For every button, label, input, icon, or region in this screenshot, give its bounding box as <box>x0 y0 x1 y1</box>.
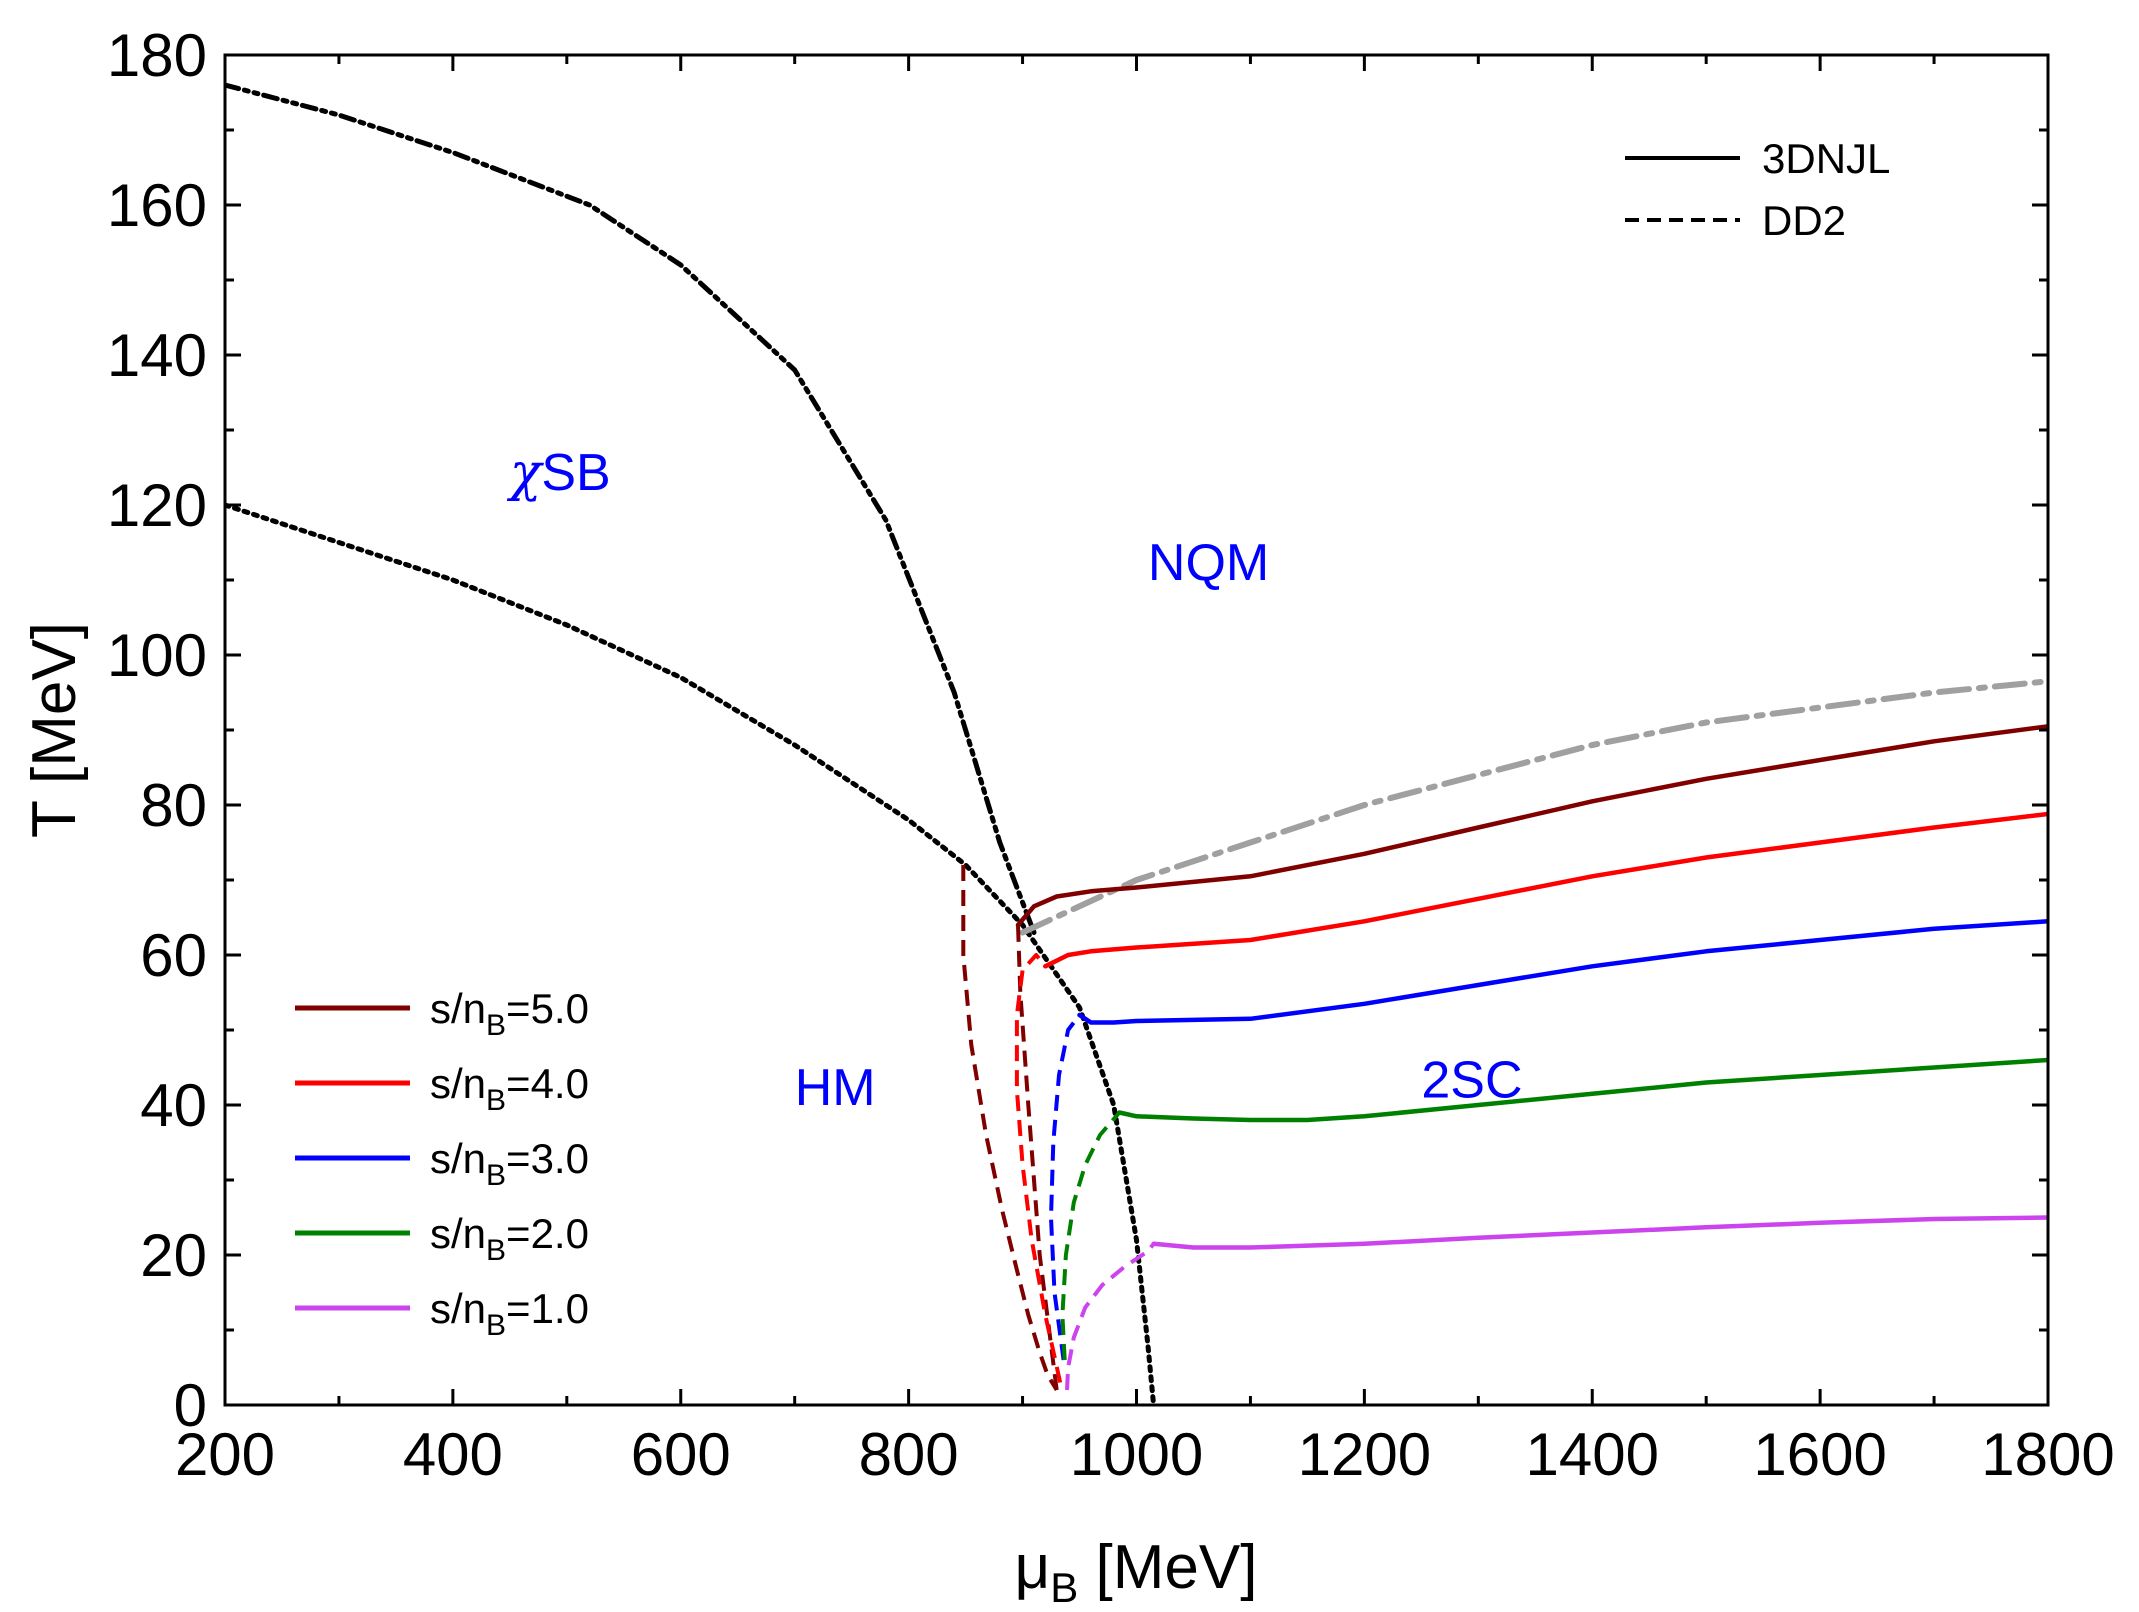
region-label-chisb: χSB <box>506 443 611 503</box>
x-tick-label: 1000 <box>1070 1421 1203 1488</box>
boundary-2sc-boundary <box>1019 678 2048 936</box>
series-s-nb-1-0-dd2-segment-0 <box>1065 1242 1156 1391</box>
region-text: 2SC <box>1421 1052 1522 1110</box>
data-curves <box>225 82 2048 1405</box>
axis-ticks <box>223 53 2050 1407</box>
y-tick-label: 140 <box>107 322 207 389</box>
y-tick-label: 0 <box>174 1372 207 1439</box>
series-legend-label-0: s/nB=5.0 <box>430 985 589 1042</box>
y-tick-label: 180 <box>107 22 207 89</box>
x-tick-label: 1800 <box>1981 1421 2114 1488</box>
x-tick-label: 1200 <box>1298 1421 1431 1488</box>
x-axis-title: μB [MeV] <box>1015 1533 1258 1611</box>
x-tick-label: 400 <box>403 1421 503 1488</box>
region-text: SB <box>541 444 610 502</box>
x-axis-title-unit: [MeV] <box>1078 1533 1257 1602</box>
series-legend-label-3: s/nB=2.0 <box>430 1210 589 1267</box>
x-axis-title-sub: B <box>1050 1564 1078 1611</box>
x-tick-label: 1600 <box>1753 1421 1886 1488</box>
x-tick-label: 1400 <box>1526 1421 1659 1488</box>
region-label-2sc: 2SC <box>1421 1052 1522 1110</box>
series-s-nb-3-0-dd2-segment-0 <box>1049 1013 1082 1361</box>
style-legend-label-3dnjl: 3DNJL <box>1762 135 1890 182</box>
style-legend: 3DNJL DD2 <box>1625 135 1890 244</box>
series-legend-label-1: s/nB=4.0 <box>430 1060 589 1117</box>
x-tick-label: 600 <box>631 1421 731 1488</box>
series-s-nb-5-0-3dnjl <box>1015 724 2048 928</box>
boundary-hadron-quark-transition <box>225 502 1157 1405</box>
x-tick-label: 800 <box>859 1421 959 1488</box>
series-s-nb-1-0-3dnjl <box>1151 1215 2048 1250</box>
x-axis-title-mu: μ <box>1015 1533 1051 1602</box>
series-s-nb-5-0-dd2-segment-0 <box>961 865 1059 1392</box>
legends: 3DNJL DD2 s/nB=5.0 s/nB=4.0 s/nB=3.0 s/nB=2.0… <box>295 135 1890 1342</box>
region-label-hm: HM <box>795 1059 876 1117</box>
series-s-nb-4-0-dd2-segment-0 <box>1014 953 1063 1383</box>
y-tick-label: 100 <box>107 622 207 689</box>
y-tick-label: 60 <box>140 922 207 989</box>
series-s-nb-2-0-3dnjl <box>1117 1057 2048 1123</box>
y-tick-label: 120 <box>107 472 207 539</box>
style-legend-label-dd2: DD2 <box>1762 197 1846 244</box>
y-axis-title: T [MeV] <box>20 622 89 838</box>
boundary-chiral-crossover <box>225 82 1037 935</box>
series-legend: s/nB=5.0 s/nB=4.0 s/nB=3.0 s/nB=2.0 s/nB=1.0 <box>295 985 589 1342</box>
y-tick-label: 40 <box>140 1072 207 1139</box>
region-prefix: χ <box>506 443 545 503</box>
y-tick-label: 80 <box>140 772 207 839</box>
axis-tick-labels: 200 400 600 800 1000 1200 1400 1600 1800 0 20 40 60 8… <box>107 22 2115 1488</box>
series-s-nb-2-0-dd2-segment-0 <box>1060 1111 1121 1361</box>
region-label-nqm: NQM <box>1148 534 1269 592</box>
x-tick-label: 200 <box>175 1421 275 1488</box>
series-legend-label-2: s/nB=3.0 <box>430 1135 589 1192</box>
series-s-nb-3-0-3dnjl <box>1077 919 2048 1025</box>
region-text: HM <box>795 1059 876 1117</box>
series-s-nb-4-0-3dnjl <box>1043 811 2048 969</box>
region-text: NQM <box>1148 534 1269 592</box>
region-labels: χSB NQM HM 2SC <box>506 443 1523 1117</box>
series-s-nb-5-0-dd2-segment-1 <box>1016 924 1059 1391</box>
series-legend-label-4: s/nB=1.0 <box>430 1285 589 1342</box>
y-tick-label: 20 <box>140 1222 207 1289</box>
y-tick-label: 160 <box>107 172 207 239</box>
